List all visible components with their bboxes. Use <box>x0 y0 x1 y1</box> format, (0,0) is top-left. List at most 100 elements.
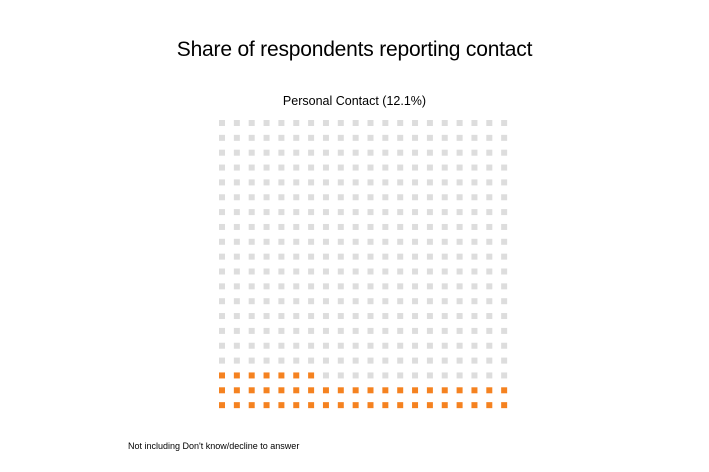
waffle-cell <box>293 194 300 201</box>
waffle-cell <box>367 342 374 349</box>
waffle-cell <box>471 134 478 141</box>
waffle-cell <box>367 238 374 245</box>
waffle-cell <box>426 120 433 126</box>
waffle-cell <box>397 179 404 186</box>
waffle-cell <box>397 164 404 171</box>
waffle-cell <box>456 253 463 260</box>
waffle-cell <box>352 357 359 364</box>
waffle-cell <box>278 298 285 305</box>
waffle-cell <box>501 327 508 334</box>
waffle-cell <box>382 357 389 364</box>
waffle-cell <box>263 194 270 201</box>
waffle-cell <box>441 342 448 349</box>
waffle-cell <box>486 134 493 141</box>
waffle-cell <box>233 134 240 141</box>
waffle-cell <box>308 223 315 230</box>
waffle-cell <box>337 238 344 245</box>
waffle-cell <box>248 149 255 156</box>
waffle-cell <box>337 253 344 260</box>
waffle-cell <box>501 179 508 186</box>
waffle-cell <box>367 268 374 275</box>
waffle-cell <box>322 223 329 230</box>
waffle-cell <box>471 223 478 230</box>
waffle-cell-highlighted <box>501 402 508 409</box>
waffle-cell <box>426 209 433 216</box>
waffle-cell <box>278 238 285 245</box>
waffle-cell <box>367 209 374 216</box>
waffle-cell-highlighted <box>248 387 255 394</box>
waffle-cell <box>367 283 374 290</box>
waffle-cell <box>219 164 225 171</box>
waffle-cell <box>471 238 478 245</box>
waffle-cell-highlighted <box>486 387 493 394</box>
waffle-cell <box>397 149 404 156</box>
waffle-cell <box>501 223 508 230</box>
waffle-cell-highlighted <box>471 402 478 409</box>
waffle-cell <box>441 194 448 201</box>
waffle-cell <box>456 149 463 156</box>
waffle-cell-highlighted <box>337 402 344 409</box>
waffle-cell <box>501 313 508 320</box>
waffle-cell-highlighted <box>308 372 315 379</box>
waffle-cell <box>426 179 433 186</box>
waffle-cell <box>426 298 433 305</box>
waffle-cell <box>278 223 285 230</box>
waffle-cell <box>233 268 240 275</box>
waffle-cell <box>233 357 240 364</box>
waffle-cell <box>233 327 240 334</box>
waffle-cell <box>441 253 448 260</box>
waffle-cell <box>426 342 433 349</box>
waffle-cell <box>352 164 359 171</box>
waffle-cell <box>456 134 463 141</box>
waffle-cell <box>322 313 329 320</box>
waffle-cell <box>441 238 448 245</box>
waffle-cell <box>486 179 493 186</box>
waffle-cell <box>219 298 225 305</box>
waffle-cell <box>397 372 404 379</box>
waffle-cell <box>412 327 419 334</box>
waffle-cell <box>367 253 374 260</box>
waffle-cell-highlighted <box>456 402 463 409</box>
waffle-cell <box>352 179 359 186</box>
waffle-cell <box>397 357 404 364</box>
waffle-cell <box>426 134 433 141</box>
waffle-cell <box>322 253 329 260</box>
waffle-cell <box>426 223 433 230</box>
waffle-cell <box>308 298 315 305</box>
waffle-cell <box>426 327 433 334</box>
waffle-cell <box>263 298 270 305</box>
waffle-cell <box>322 134 329 141</box>
waffle-cell-highlighted <box>412 402 419 409</box>
waffle-cell-highlighted <box>322 387 329 394</box>
waffle-cell <box>263 223 270 230</box>
waffle-cell <box>426 238 433 245</box>
waffle-cell <box>501 253 508 260</box>
waffle-cell <box>322 179 329 186</box>
waffle-cell <box>501 372 508 379</box>
waffle-cell <box>263 283 270 290</box>
waffle-cell <box>382 268 389 275</box>
waffle-cell <box>456 298 463 305</box>
waffle-cell-highlighted <box>352 387 359 394</box>
waffle-cell <box>293 283 300 290</box>
waffle-cell <box>456 342 463 349</box>
waffle-cell <box>471 327 478 334</box>
waffle-cell <box>367 120 374 126</box>
waffle-cell <box>412 149 419 156</box>
waffle-cell <box>382 313 389 320</box>
waffle-cell <box>233 223 240 230</box>
waffle-cell <box>337 327 344 334</box>
waffle-cell <box>397 209 404 216</box>
waffle-cell <box>441 298 448 305</box>
waffle-cell <box>308 357 315 364</box>
waffle-cell <box>248 134 255 141</box>
waffle-cell <box>501 238 508 245</box>
waffle-cell <box>293 298 300 305</box>
waffle-cell <box>322 120 329 126</box>
waffle-cell <box>397 268 404 275</box>
waffle-cell <box>367 372 374 379</box>
waffle-cell <box>501 134 508 141</box>
waffle-cell <box>456 164 463 171</box>
waffle-cell <box>501 194 508 201</box>
waffle-cell <box>352 120 359 126</box>
